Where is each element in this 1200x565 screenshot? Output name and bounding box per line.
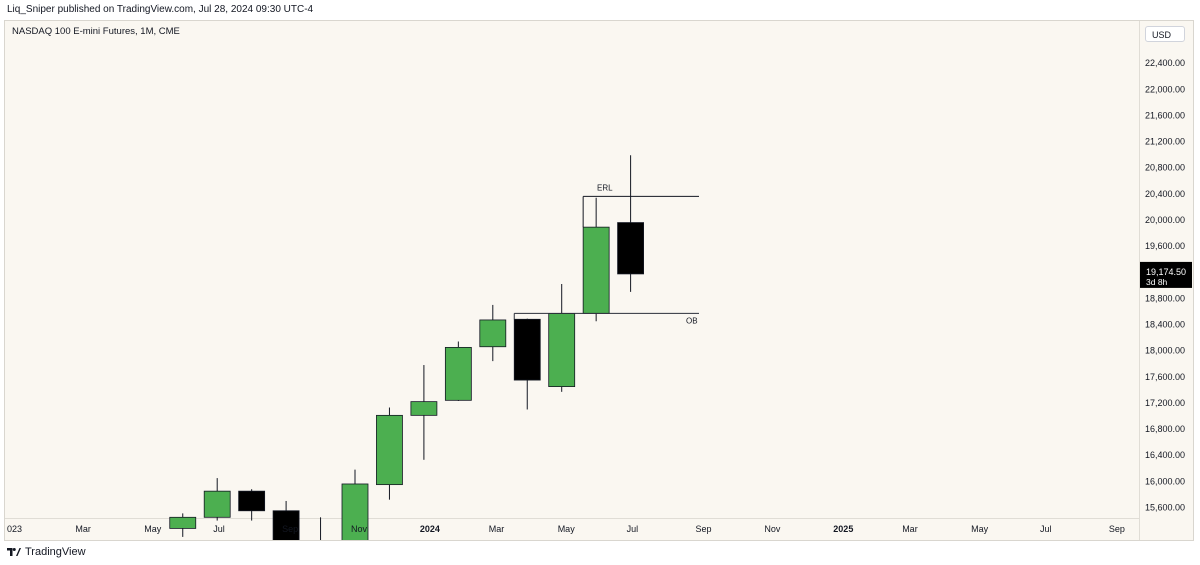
candle-2024-04 bbox=[513, 318, 541, 410]
candle-body-down bbox=[617, 222, 644, 275]
candle-body-up bbox=[203, 490, 231, 518]
x-tick-label: Jul bbox=[1040, 524, 1052, 534]
footer-brand: TradingView bbox=[25, 546, 86, 558]
x-tick-label: Nov bbox=[351, 524, 368, 534]
published-by-line: Liq_Sniper published on TradingView.com,… bbox=[7, 4, 314, 15]
candle-body-up bbox=[376, 414, 403, 486]
symbol-legend: NASDAQ 100 E-mini Futures, 1M, CME bbox=[12, 26, 180, 37]
footer: TradingView bbox=[7, 546, 86, 558]
y-tick-label: 20,000.00 bbox=[1145, 215, 1185, 225]
y-tick-label: 22,000.00 bbox=[1145, 84, 1185, 94]
x-tick-label: Jul bbox=[213, 524, 225, 534]
x-tick-label: Jul bbox=[627, 524, 639, 534]
y-tick-label: 16,400.00 bbox=[1145, 450, 1185, 460]
annotations-layer: ERL OB bbox=[513, 183, 699, 325]
candle-2024-03 bbox=[479, 304, 507, 362]
candle-2024-02 bbox=[444, 341, 472, 401]
price-axis-divider bbox=[1139, 21, 1140, 540]
x-tick-label: Sep bbox=[282, 524, 298, 534]
x-tick-label: Mar bbox=[489, 524, 505, 534]
candle-2024-01 bbox=[410, 365, 438, 460]
candle-2023-08 bbox=[238, 489, 266, 521]
candle-2023-06 bbox=[169, 513, 197, 537]
candle-body-down bbox=[513, 318, 541, 381]
candle-body-up bbox=[548, 313, 576, 388]
time-axis-divider bbox=[5, 518, 1139, 519]
candle-body-up bbox=[479, 319, 507, 348]
candles-layer bbox=[169, 155, 644, 540]
y-tick-label: 19,600.00 bbox=[1145, 241, 1185, 251]
erl-label: ERL bbox=[597, 183, 613, 192]
currency-button[interactable]: USD bbox=[1145, 26, 1185, 42]
x-tick-label: May bbox=[144, 524, 162, 534]
candle-2023-12 bbox=[376, 407, 403, 500]
candle-body-up bbox=[169, 516, 197, 529]
x-tick-label: May bbox=[971, 524, 989, 534]
y-tick-label: 16,000.00 bbox=[1145, 476, 1185, 486]
x-tick-label: Sep bbox=[1109, 524, 1125, 534]
candle-2024-05 bbox=[548, 284, 576, 392]
candle-2024-06 bbox=[582, 197, 610, 322]
candle-body-down bbox=[238, 490, 266, 512]
candle-body-up bbox=[444, 346, 472, 401]
last-price-countdown: 3d 8h bbox=[1146, 277, 1168, 287]
y-tick-label: 17,200.00 bbox=[1145, 398, 1185, 408]
time-axis: 023 Mar May Jul Sep Nov 2024 Mar May Jul Sep Nov 202… bbox=[7, 524, 1125, 534]
y-tick-label: 18,800.00 bbox=[1145, 293, 1185, 303]
candle-2023-10 bbox=[320, 517, 322, 540]
y-tick-label: 15,600.00 bbox=[1145, 503, 1185, 513]
candlestick-chart[interactable]: ERL OB 15,600.00 16,000.00 16,400.00 16,800.… bbox=[5, 21, 1193, 540]
x-tick-label: May bbox=[558, 524, 576, 534]
x-tick-label: 2024 bbox=[420, 524, 440, 534]
y-tick-label: 18,400.00 bbox=[1145, 320, 1185, 330]
x-tick-label: Mar bbox=[75, 524, 91, 534]
x-tick-label: Nov bbox=[764, 524, 781, 534]
candle-2023-09 bbox=[272, 500, 300, 540]
candle-body-up bbox=[582, 226, 610, 314]
candle-body-up bbox=[341, 483, 369, 540]
y-tick-label: 20,400.00 bbox=[1145, 189, 1185, 199]
y-tick-label: 21,600.00 bbox=[1145, 110, 1185, 120]
x-tick-label: 023 bbox=[7, 524, 22, 534]
candle-2023-07 bbox=[203, 478, 231, 521]
y-tick-label: 20,800.00 bbox=[1145, 163, 1185, 173]
chart-pane[interactable]: NASDAQ 100 E-mini Futures, 1M, CME USD E… bbox=[4, 20, 1194, 541]
last-price-value: 19,174.50 bbox=[1146, 267, 1186, 277]
candle-body-up bbox=[410, 401, 438, 416]
x-tick-label: 2025 bbox=[833, 524, 853, 534]
y-tick-label: 22,400.00 bbox=[1145, 58, 1185, 68]
last-price-box bbox=[1140, 261, 1192, 288]
candle-body-down bbox=[272, 510, 300, 540]
y-tick-label: 17,600.00 bbox=[1145, 372, 1185, 382]
candle-2023-11 bbox=[341, 469, 369, 540]
tradingview-logo-icon bbox=[7, 548, 21, 556]
y-tick-label: 16,800.00 bbox=[1145, 424, 1185, 434]
x-tick-label: Sep bbox=[696, 524, 712, 534]
ob-label: OB bbox=[686, 316, 698, 325]
y-tick-label: 18,000.00 bbox=[1145, 346, 1185, 356]
y-tick-label: 21,200.00 bbox=[1145, 137, 1185, 147]
x-tick-label: Mar bbox=[902, 524, 918, 534]
candle-2024-07 bbox=[617, 155, 644, 292]
